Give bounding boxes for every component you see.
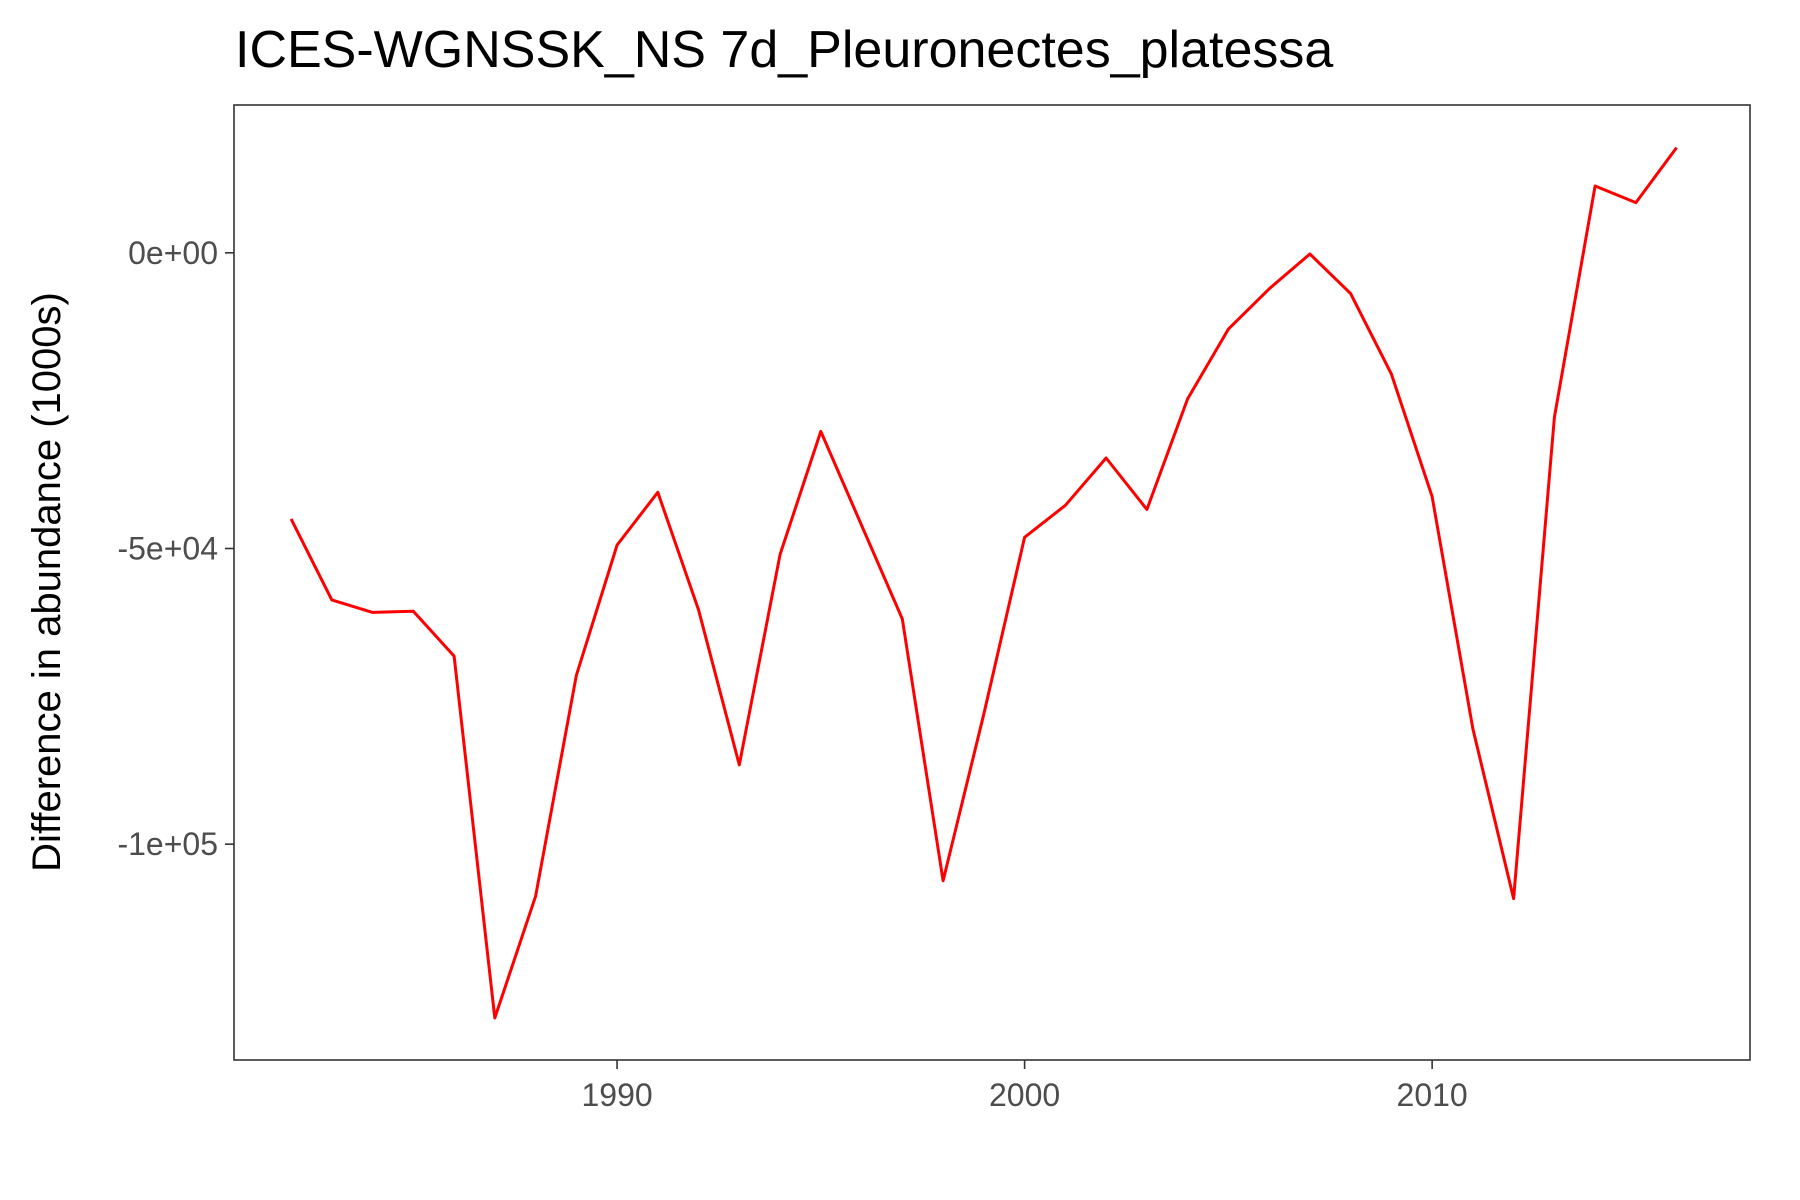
x-tick-label: 2010 bbox=[1397, 1077, 1468, 1113]
y-tick-label: -1e+05 bbox=[117, 826, 218, 862]
y-axis-label: Difference in abundance (1000s) bbox=[25, 292, 69, 872]
x-tick-label: 2000 bbox=[989, 1077, 1060, 1113]
chart-title: ICES-WGNSSK_NS 7d_Pleuronectes_platessa bbox=[235, 21, 1333, 79]
series-layer bbox=[289, 146, 1678, 1020]
x-tick-label: 1990 bbox=[581, 1077, 652, 1113]
series-line bbox=[289, 146, 1678, 1020]
x-axis: 1990 2000 2010 bbox=[581, 1060, 1468, 1113]
y-tick-label: -5e+04 bbox=[117, 530, 218, 566]
y-tick-label: 0e+00 bbox=[128, 235, 218, 271]
y-axis: 0e+00 -5e+04 -1e+05 bbox=[117, 235, 234, 862]
plot-panel bbox=[233, 104, 1751, 1061]
